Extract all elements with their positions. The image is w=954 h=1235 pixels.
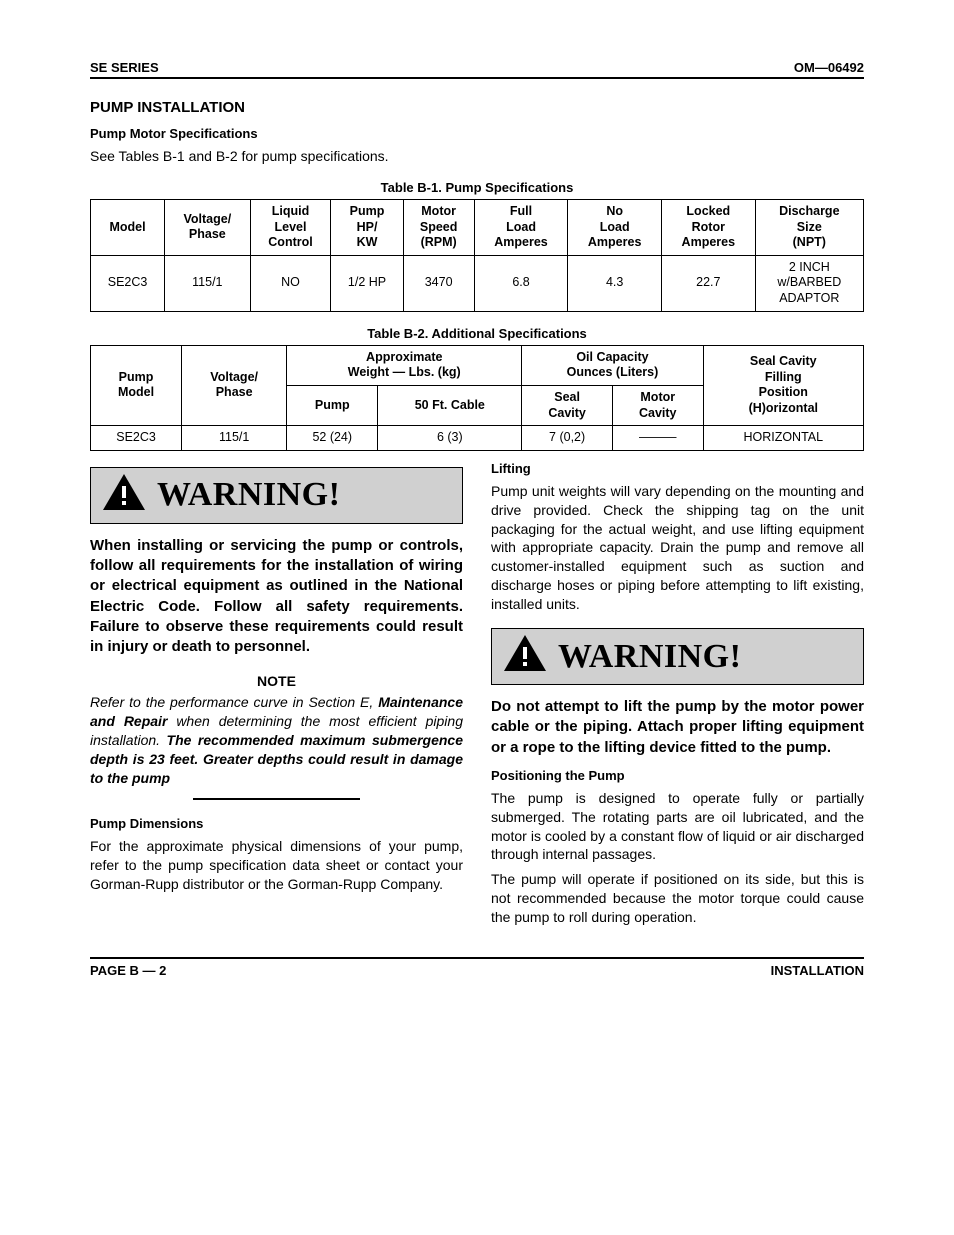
th-voltage: Voltage/Phase — [165, 199, 250, 255]
td: 115/1 — [165, 255, 250, 311]
th-hp: PumpHP/KW — [331, 199, 403, 255]
table-b1-caption: Table B-1. Pump Specifications — [90, 180, 864, 195]
td: 52 (24) — [287, 426, 378, 451]
warning-icon — [502, 633, 548, 680]
td: SE2C3 — [91, 255, 165, 311]
warning-label: WARNING! — [558, 638, 741, 676]
td: SE2C3 — [91, 426, 182, 451]
lifting-head: Lifting — [491, 461, 864, 476]
th-fullload: FullLoadAmperes — [474, 199, 568, 255]
td: 4.3 — [568, 255, 662, 311]
table-b2: PumpModel Voltage/Phase ApproximateWeigh… — [90, 345, 864, 451]
left-column: WARNING! When installing or servicing th… — [90, 461, 463, 933]
td: 7 (0,2) — [522, 426, 613, 451]
table-row: SE2C3 115/1 NO 1/2 HP 3470 6.8 4.3 22.7 … — [91, 255, 864, 311]
td: ——— — [612, 426, 703, 451]
th-rpm: MotorSpeed(RPM) — [403, 199, 474, 255]
pump-dimensions-head: Pump Dimensions — [90, 816, 463, 831]
lifting-text: Pump unit weights will vary depending on… — [491, 482, 864, 614]
td: HORIZONTAL — [703, 426, 863, 451]
th-motor-cav: MotorCavity — [612, 385, 703, 425]
th-50ft: 50 Ft. Cable — [378, 385, 522, 425]
page-header: SE SERIES OM—06492 — [90, 60, 864, 79]
note-rule — [193, 798, 361, 800]
right-column: Lifting Pump unit weights will vary depe… — [491, 461, 864, 933]
pump-motor-spec-head: Pump Motor Specifications — [90, 126, 864, 141]
table-b2-caption: Table B-2. Additional Specifications — [90, 326, 864, 341]
td: NO — [250, 255, 331, 311]
header-left: SE SERIES — [90, 60, 159, 75]
th-pump: Pump — [287, 385, 378, 425]
positioning-head: Positioning the Pump — [491, 768, 864, 783]
table-row: PumpModel Voltage/Phase ApproximateWeigh… — [91, 345, 864, 385]
th-seal-fill: Seal CavityFillingPosition(H)orizontal — [703, 345, 863, 426]
th-weight: ApproximateWeight — Lbs. (kg) — [287, 345, 522, 385]
warning-2-text: Do not attempt to lift the pump by the m… — [491, 697, 864, 758]
td: 3470 — [403, 255, 474, 311]
warning-icon — [101, 472, 147, 519]
note-head: NOTE — [90, 673, 463, 689]
positioning-p1: The pump is designed to operate fully or… — [491, 789, 864, 865]
td: 6.8 — [474, 255, 568, 311]
table-b1: Model Voltage/Phase LiquidLevelControl P… — [90, 199, 864, 312]
warning-box-2: WARNING! — [491, 628, 864, 685]
th-oil: Oil CapacityOunces (Liters) — [522, 345, 703, 385]
td: 6 (3) — [378, 426, 522, 451]
note-body: Refer to the performance curve in Sectio… — [90, 693, 463, 787]
th-pump-model: PumpModel — [91, 345, 182, 426]
th-locked: LockedRotorAmperes — [661, 199, 755, 255]
positioning-p2: The pump will operate if positioned on i… — [491, 870, 864, 927]
th-noload: NoLoadAmperes — [568, 199, 662, 255]
footer-left: PAGE B — 2 — [90, 963, 166, 978]
th-model: Model — [91, 199, 165, 255]
header-right: OM—06492 — [794, 60, 864, 75]
pump-dimensions-text: For the approximate physical dimensions … — [90, 837, 463, 894]
table-row: Model Voltage/Phase LiquidLevelControl P… — [91, 199, 864, 255]
warning-box-1: WARNING! — [90, 467, 463, 524]
td: 1/2 HP — [331, 255, 403, 311]
warning-1-text: When installing or servicing the pump or… — [90, 536, 463, 658]
th-discharge: DischargeSize(NPT) — [755, 199, 863, 255]
see-tables-text: See Tables B-1 and B-2 for pump specific… — [90, 147, 864, 166]
warning-label: WARNING! — [157, 476, 340, 514]
th-liquid: LiquidLevelControl — [250, 199, 331, 255]
td: 2 INCHw/BARBEDADAPTOR — [755, 255, 863, 311]
td: 115/1 — [182, 426, 287, 451]
section-title: PUMP INSTALLATION — [90, 99, 864, 116]
note-pre: Refer to the performance curve in Sectio… — [90, 694, 378, 710]
th-volt-phase: Voltage/Phase — [182, 345, 287, 426]
th-seal-cav: SealCavity — [522, 385, 613, 425]
table-row: SE2C3 115/1 52 (24) 6 (3) 7 (0,2) ——— HO… — [91, 426, 864, 451]
page-footer: PAGE B — 2 INSTALLATION — [90, 957, 864, 980]
td: 22.7 — [661, 255, 755, 311]
footer-right: INSTALLATION — [771, 963, 864, 978]
